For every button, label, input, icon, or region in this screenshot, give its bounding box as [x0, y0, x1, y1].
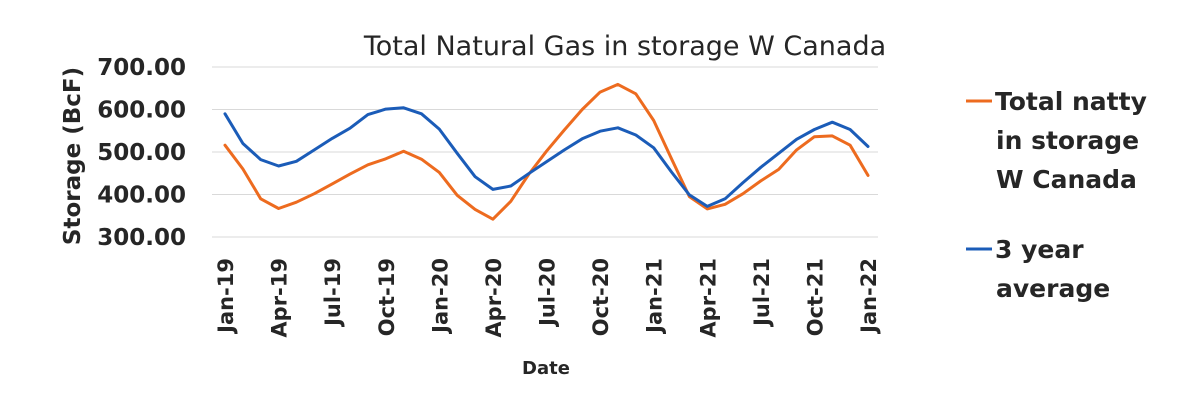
x-tick-label: Apr-19	[268, 258, 292, 338]
x-tick-label: Jul-19	[321, 258, 345, 328]
y-tick-label: 300.00	[97, 225, 186, 251]
series-line-1	[223, 106, 870, 208]
x-tick-label: Apr-20	[482, 258, 506, 338]
x-tick-label: Apr-21	[696, 258, 720, 338]
x-tick-label: Jul-21	[750, 258, 774, 328]
y-tick-label: 600.00	[97, 98, 186, 124]
y-tick-label: 700.00	[97, 55, 186, 81]
chart-title: Total Natural Gas in storage W Canada	[363, 31, 886, 62]
y-tick-label: 400.00	[97, 183, 186, 209]
x-tick-label: Jul-20	[536, 258, 560, 328]
y-axis-ticks: 700.00 600.00 500.00 400.00 300.00	[97, 55, 186, 251]
legend: Total natty in storage W Canada 3 year avera…	[966, 87, 1147, 303]
x-tick-label: Oct-21	[803, 258, 827, 336]
legend-label: W Canada	[996, 165, 1137, 194]
x-tick-label: Jan-21	[643, 258, 667, 335]
legend-label: average	[996, 274, 1110, 303]
legend-item-1: 3 year average	[966, 235, 1110, 303]
x-tick-label: Jan-22	[857, 258, 881, 335]
y-axis-label: Storage (BcF)	[60, 67, 86, 245]
x-tick-label: Oct-20	[589, 258, 613, 336]
y-tick-label: 500.00	[97, 140, 186, 166]
x-tick-label: Jan-19	[214, 258, 238, 335]
x-axis-label: Date	[522, 358, 570, 379]
series-line-0	[223, 82, 870, 221]
x-axis-ticks: Jan-19 Apr-19 Jul-19 Oct-19 Jan-20 Apr-20 Jul-…	[214, 258, 881, 338]
legend-label: in storage	[996, 126, 1139, 155]
legend-item-0: Total natty in storage W Canada	[966, 87, 1147, 194]
legend-label: 3 year	[995, 235, 1084, 264]
series-lines	[223, 82, 870, 221]
x-tick-label: Oct-19	[375, 258, 399, 336]
x-tick-label: Jan-20	[428, 258, 452, 335]
legend-label: Total natty	[995, 87, 1147, 116]
